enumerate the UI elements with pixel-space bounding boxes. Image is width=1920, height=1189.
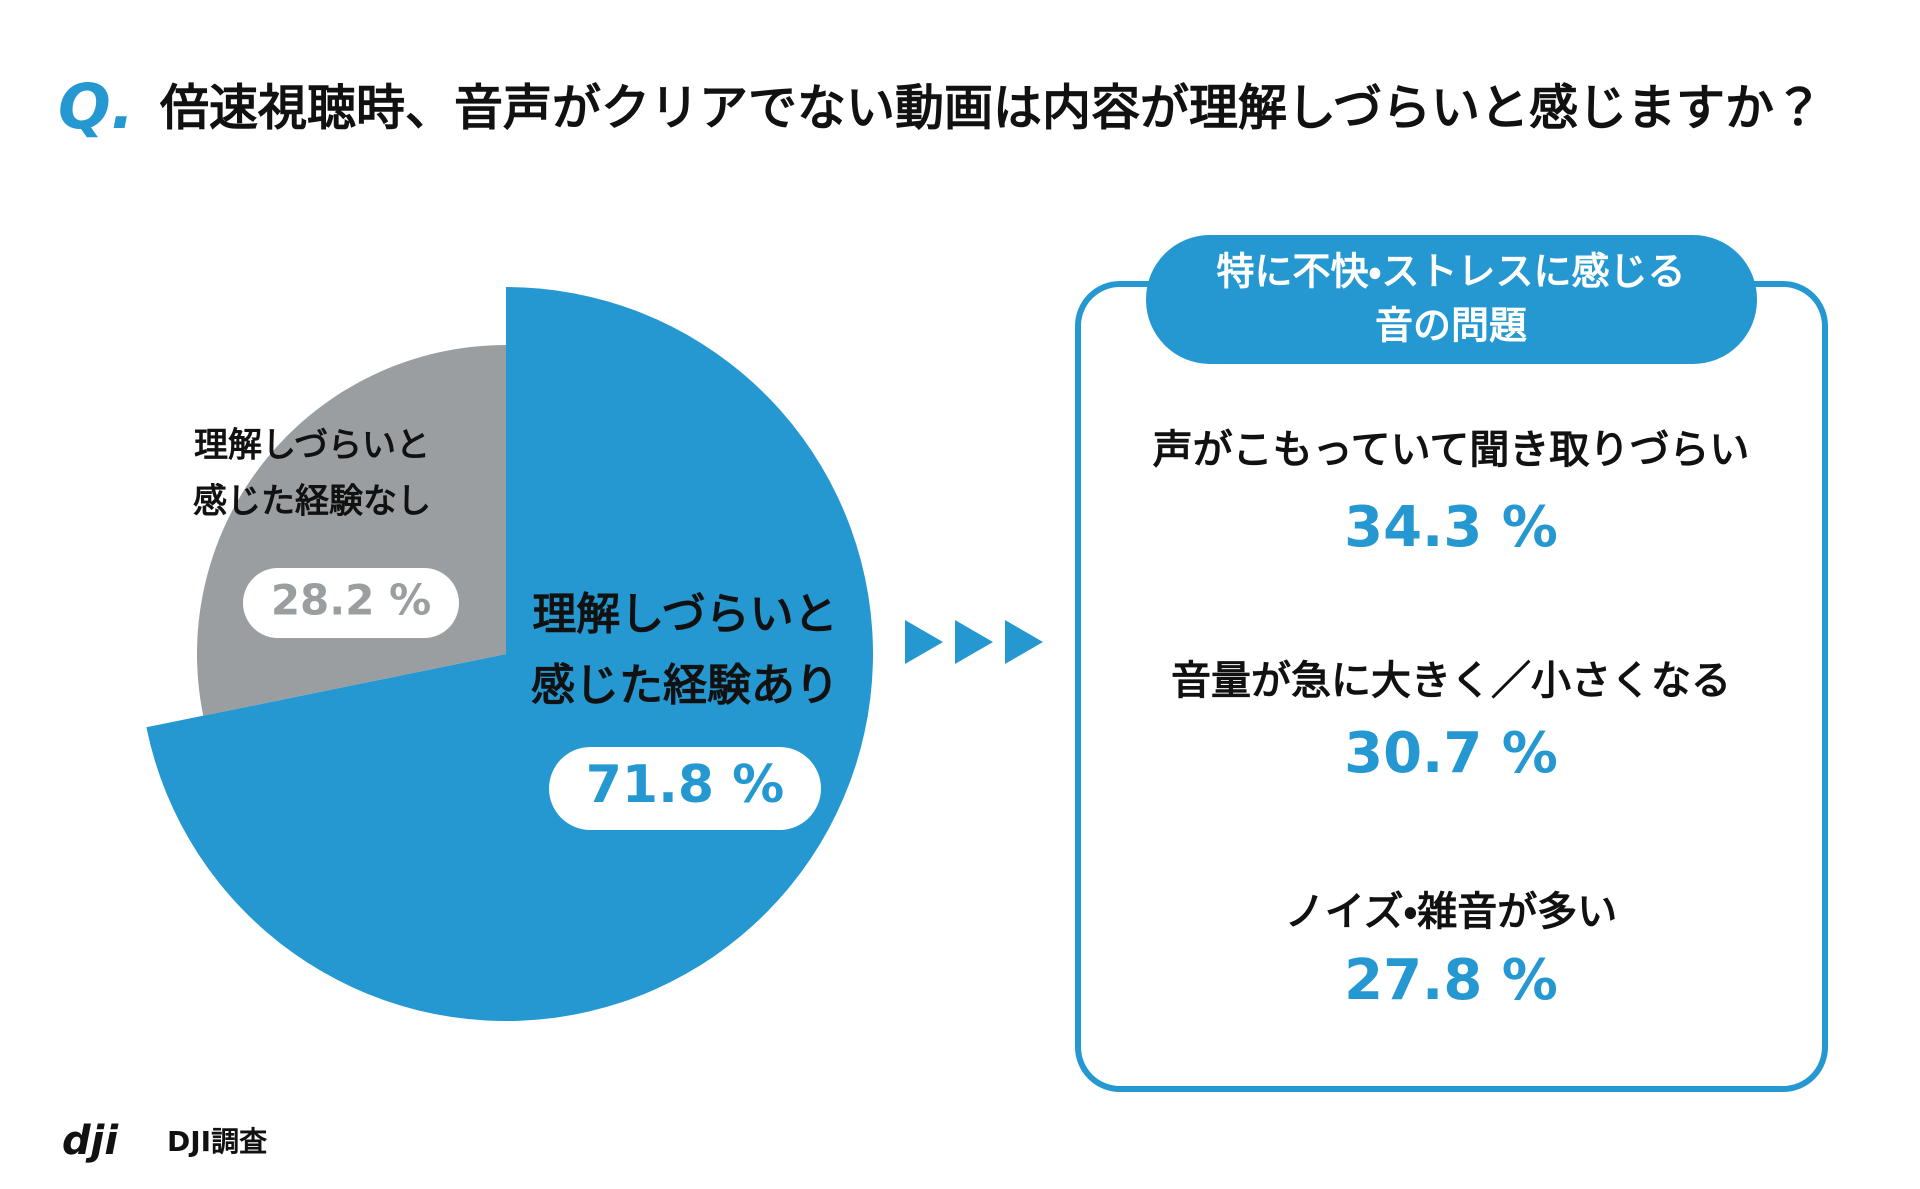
arrows: [905, 620, 1043, 664]
item-label: ノイズ・雑音が多い: [1285, 889, 1617, 935]
pie-slice: [196, 345, 506, 716]
pie-slice: [146, 287, 873, 1021]
item-value: 34.3 %: [1344, 495, 1558, 560]
panel-title: 音の問題: [1375, 304, 1527, 348]
panel-header: [1146, 235, 1757, 364]
category-label: 感じた経験あり: [531, 660, 839, 711]
question-prefix: Q.: [58, 70, 134, 143]
arrow: [955, 620, 993, 664]
category-label: 理解しづらいと: [194, 426, 430, 466]
item-label: 音量が急に大きく／小さくなる: [1171, 658, 1731, 704]
source: DJI調査: [167, 1125, 267, 1158]
panel-title: 特に不快・ストレスに感じる: [1217, 250, 1686, 294]
category-label: 感じた経験なし: [193, 482, 431, 522]
item-value: 30.7 %: [1344, 721, 1558, 786]
panel-items: 声がこもっていて聞き取りづらい 34.3 % 音量が急に大きく／小さくなる 30.7 …: [1153, 427, 1750, 1013]
value-label: 71.8 %: [586, 755, 785, 815]
item-label: 声がこもっていて聞き取りづらい: [1153, 427, 1750, 473]
value-pill: [549, 747, 821, 830]
value-label: 28.2 %: [271, 576, 431, 625]
question-text: 倍速視聴時、音声がクリアでない動画は内容が理解しづらいと感じますか？: [159, 80, 1823, 137]
value-pill: [243, 568, 459, 638]
arrow: [1005, 620, 1043, 664]
item-value: 27.8 %: [1344, 948, 1558, 1013]
arrow: [905, 620, 943, 664]
logo: dji: [62, 1118, 119, 1164]
category-label: 理解しづらいと: [532, 589, 837, 640]
